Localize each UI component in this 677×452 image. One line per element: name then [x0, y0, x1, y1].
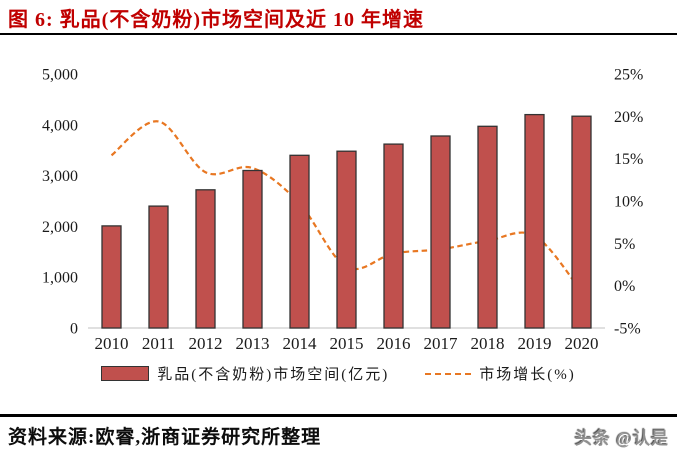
x-axis-category-label: 2010 — [95, 334, 129, 353]
x-axis-category-label: 2017 — [424, 334, 459, 353]
market-size-bar-2017 — [430, 135, 451, 329]
market-size-bar-2019 — [524, 113, 545, 329]
x-axis-category-label: 2015 — [330, 334, 364, 353]
line-series-label: 市场增长(%) — [479, 367, 576, 383]
bar-series-swatch — [101, 366, 150, 381]
x-axis-category-label: 2011 — [142, 334, 175, 353]
legend-item-line-series: 市场增长(%) — [425, 363, 576, 384]
x-axis-category-label: 2018 — [471, 334, 505, 353]
watermark: 头条 @认是 — [574, 429, 669, 448]
left-axis-tick-label: 5,000 — [42, 67, 78, 84]
left-axis-tick-label: 2,000 — [42, 219, 78, 236]
right-axis-tick-label: 5% — [614, 236, 635, 253]
source-note: 资料来源:欧睿,浙商证券研究所整理 — [8, 427, 322, 448]
left-axis-tick-label: 4,000 — [42, 117, 78, 134]
right-axis-tick-label: -5% — [614, 321, 641, 338]
chart-region: 0 1,000 2,000 3,000 4,000 5,000 -5% 0% 5% 10% 15% 2… — [0, 45, 677, 355]
market-size-bar-2012 — [195, 189, 216, 329]
chart-legend: 乳品(不含奶粉)市场空间(亿元) 市场增长(%) — [0, 363, 677, 384]
right-axis-tick-label: 25% — [614, 67, 643, 84]
x-axis-category-label: 2014 — [283, 334, 318, 353]
x-axis-category-label: 2016 — [377, 334, 411, 353]
market-size-bar-2020 — [571, 115, 592, 329]
bar-series-label: 乳品(不含奶粉)市场空间(亿元) — [157, 367, 390, 383]
left-axis-tick-label: 3,000 — [42, 168, 78, 185]
market-size-bar-2014 — [289, 154, 310, 329]
market-size-bar-2010 — [101, 225, 122, 329]
market-size-bar-2015 — [336, 150, 357, 329]
figure-title: 图 6: 乳品(不含奶粉)市场空间及近 10 年增速 — [8, 9, 424, 31]
x-axis-category-label: 2013 — [236, 334, 270, 353]
x-axis-category-label: 2012 — [189, 334, 223, 353]
x-axis-category-label: 2020 — [565, 334, 599, 353]
x-axis-category-label: 2019 — [518, 334, 552, 353]
title-divider — [0, 33, 677, 36]
market-size-bar-2018 — [477, 125, 498, 329]
market-size-bar-2013 — [242, 169, 263, 329]
right-axis-tick-label: 10% — [614, 194, 643, 211]
left-axis-tick-label: 1,000 — [42, 270, 78, 287]
combo-chart: 0 1,000 2,000 3,000 4,000 5,000 -5% 0% 5% 10% 15% 2… — [42, 67, 643, 354]
left-axis-tick-label: 0 — [70, 321, 78, 338]
right-axis-tick-label: 0% — [614, 278, 635, 295]
market-growth-line — [110, 120, 583, 293]
line-series-swatch — [425, 372, 472, 375]
right-axis-tick-label: 20% — [614, 109, 643, 126]
right-axis-tick-label: 15% — [614, 151, 643, 168]
legend-item-bar-series: 乳品(不含奶粉)市场空间(亿元) — [101, 363, 389, 384]
market-size-bar-2016 — [383, 143, 404, 329]
market-size-bar-2011 — [148, 205, 169, 329]
footer-divider — [0, 414, 677, 417]
